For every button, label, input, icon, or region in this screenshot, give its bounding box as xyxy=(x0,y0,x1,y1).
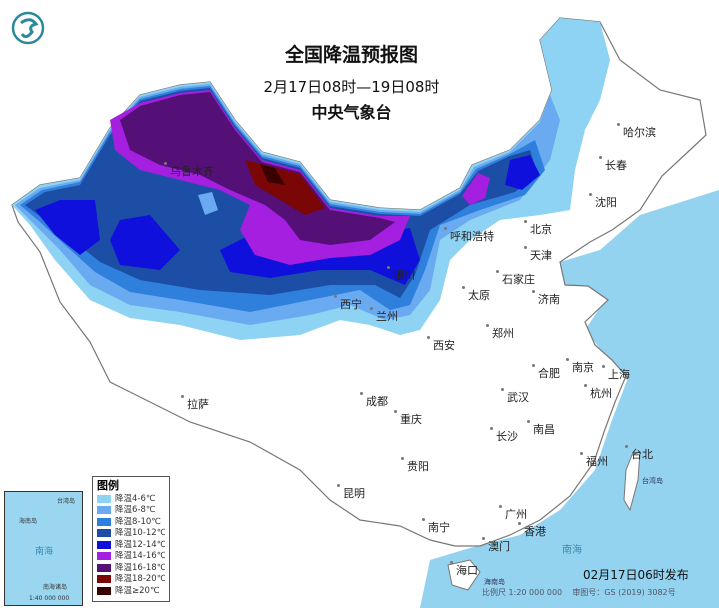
city-label: 长春 xyxy=(599,156,627,172)
city-label: 哈尔滨 xyxy=(617,123,656,139)
city-label: 沈阳 xyxy=(589,193,617,209)
legend-swatch xyxy=(97,494,111,503)
city-label: 长沙 xyxy=(490,427,518,443)
inset-hainan-label: 海南岛 xyxy=(19,518,38,525)
cooling-bands xyxy=(12,18,610,340)
city-label: 上海 xyxy=(602,365,630,381)
issuer: 中央气象台 xyxy=(311,103,392,122)
legend-swatch xyxy=(97,517,111,526)
legend-label: 降温≥20℃ xyxy=(115,585,160,596)
city-label: 贵阳 xyxy=(401,457,429,473)
city-label: 银川 xyxy=(387,266,415,282)
city-label: 济南 xyxy=(532,290,560,306)
city-label: 天津 xyxy=(524,246,552,262)
forecast-period: 2月17日08时—19日08时 xyxy=(263,78,440,96)
legend-label: 降温16-18℃ xyxy=(115,562,165,573)
city-label: 西安 xyxy=(427,336,455,352)
legend-label: 降温10-12℃ xyxy=(115,528,165,539)
issued-time: 02月17日06时发布 xyxy=(583,568,689,582)
band-ge-20 xyxy=(260,164,285,185)
legend-swatch xyxy=(97,506,111,515)
legend-label: 降温12-14℃ xyxy=(115,539,165,550)
legend-item: 降温12-14℃ xyxy=(97,539,165,551)
city-label: 海口 xyxy=(450,561,478,577)
city-label: 太原 xyxy=(462,286,490,302)
legend-title: 图例 xyxy=(97,479,119,492)
cma-logo xyxy=(10,10,46,50)
scale-and-approval: 比例尺 1:20 000 000 审图号：GS (2019) 3082号 xyxy=(482,588,676,598)
legend: 图例 降温4-6℃ 降温6-8℃ 降温8-10℃ 降温10-12℃ 降温12-14℃ 降温… xyxy=(92,476,170,602)
city-label: 台北 xyxy=(625,445,653,461)
legend-label: 降温18-20℃ xyxy=(115,574,165,585)
legend-item: 降温16-18℃ xyxy=(97,562,165,574)
approval-number: 审图号：GS (2019) 3082号 xyxy=(572,588,676,597)
inset-scale: 1:40 000 000 xyxy=(29,595,70,602)
inset-sea-label: 南海 xyxy=(35,547,54,557)
legend-label: 降温8-10℃ xyxy=(115,516,161,527)
city-label: 石家庄 xyxy=(496,270,535,286)
legend-item: 降温8-10℃ xyxy=(97,516,165,528)
city-label: 南宁 xyxy=(422,518,450,534)
city-label: 呼和浩特 xyxy=(444,227,494,243)
sea xyxy=(420,190,719,608)
city-label: 成都 xyxy=(360,392,388,408)
taiwan-island-label: 台湾岛 xyxy=(642,477,663,485)
city-label: 拉萨 xyxy=(181,395,209,411)
city-label: 香港 xyxy=(518,522,546,538)
city-label: 福州 xyxy=(580,452,608,468)
city-label: 杭州 xyxy=(584,384,612,400)
legend-swatch xyxy=(97,563,111,572)
legend-item: 降温18-20℃ xyxy=(97,574,165,586)
city-label: 广州 xyxy=(499,505,527,521)
hainan-island-label: 海南岛 xyxy=(484,578,505,586)
city-label: 郑州 xyxy=(486,324,514,340)
map-scale: 比例尺 1:20 000 000 xyxy=(482,588,563,597)
legend-item: 降温4-6℃ xyxy=(97,493,165,505)
inset-taiwan-label: 台湾岛 xyxy=(57,498,76,505)
band-12-14 xyxy=(35,155,540,285)
legend-swatch xyxy=(97,529,111,538)
taiwan-island xyxy=(623,451,641,512)
city-label: 重庆 xyxy=(394,410,422,426)
city-label: 澳门 xyxy=(482,537,510,553)
legend-swatch xyxy=(97,575,111,584)
inset-islands-label: 南海诸岛 xyxy=(43,584,68,591)
legend-label: 降温4-6℃ xyxy=(115,493,156,504)
legend-swatch xyxy=(97,540,111,549)
legend-swatch xyxy=(97,586,111,595)
hainan-island xyxy=(447,559,481,591)
city-label: 合肥 xyxy=(532,364,560,380)
city-label: 西宁 xyxy=(334,295,362,311)
legend-swatch xyxy=(97,552,111,561)
city-label: 南昌 xyxy=(527,420,555,436)
city-label: 兰州 xyxy=(370,307,398,323)
city-label: 南京 xyxy=(566,358,594,374)
city-label: 武汉 xyxy=(501,388,529,404)
legend-label: 降温14-16℃ xyxy=(115,551,165,562)
east-sea-north xyxy=(680,210,719,300)
legend-item: 降温14-16℃ xyxy=(97,551,165,563)
legend-item: 降温6-8℃ xyxy=(97,505,165,517)
south-sea-label: 南海 xyxy=(562,545,582,556)
city-label: 北京 xyxy=(524,220,552,236)
south-china-sea-inset: 南海 海南岛 台湾岛 南海诸岛 1:40 000 000 xyxy=(4,491,83,606)
legend-item: 降温10-12℃ xyxy=(97,528,165,540)
city-label: 乌鲁木齐 xyxy=(164,162,214,178)
legend-label: 降温6-8℃ xyxy=(115,505,156,516)
city-label: 昆明 xyxy=(337,484,365,500)
band-6-8-patch xyxy=(198,192,218,215)
map-title: 全国降温预报图 xyxy=(284,44,418,66)
legend-item: 降温≥20℃ xyxy=(97,585,165,597)
